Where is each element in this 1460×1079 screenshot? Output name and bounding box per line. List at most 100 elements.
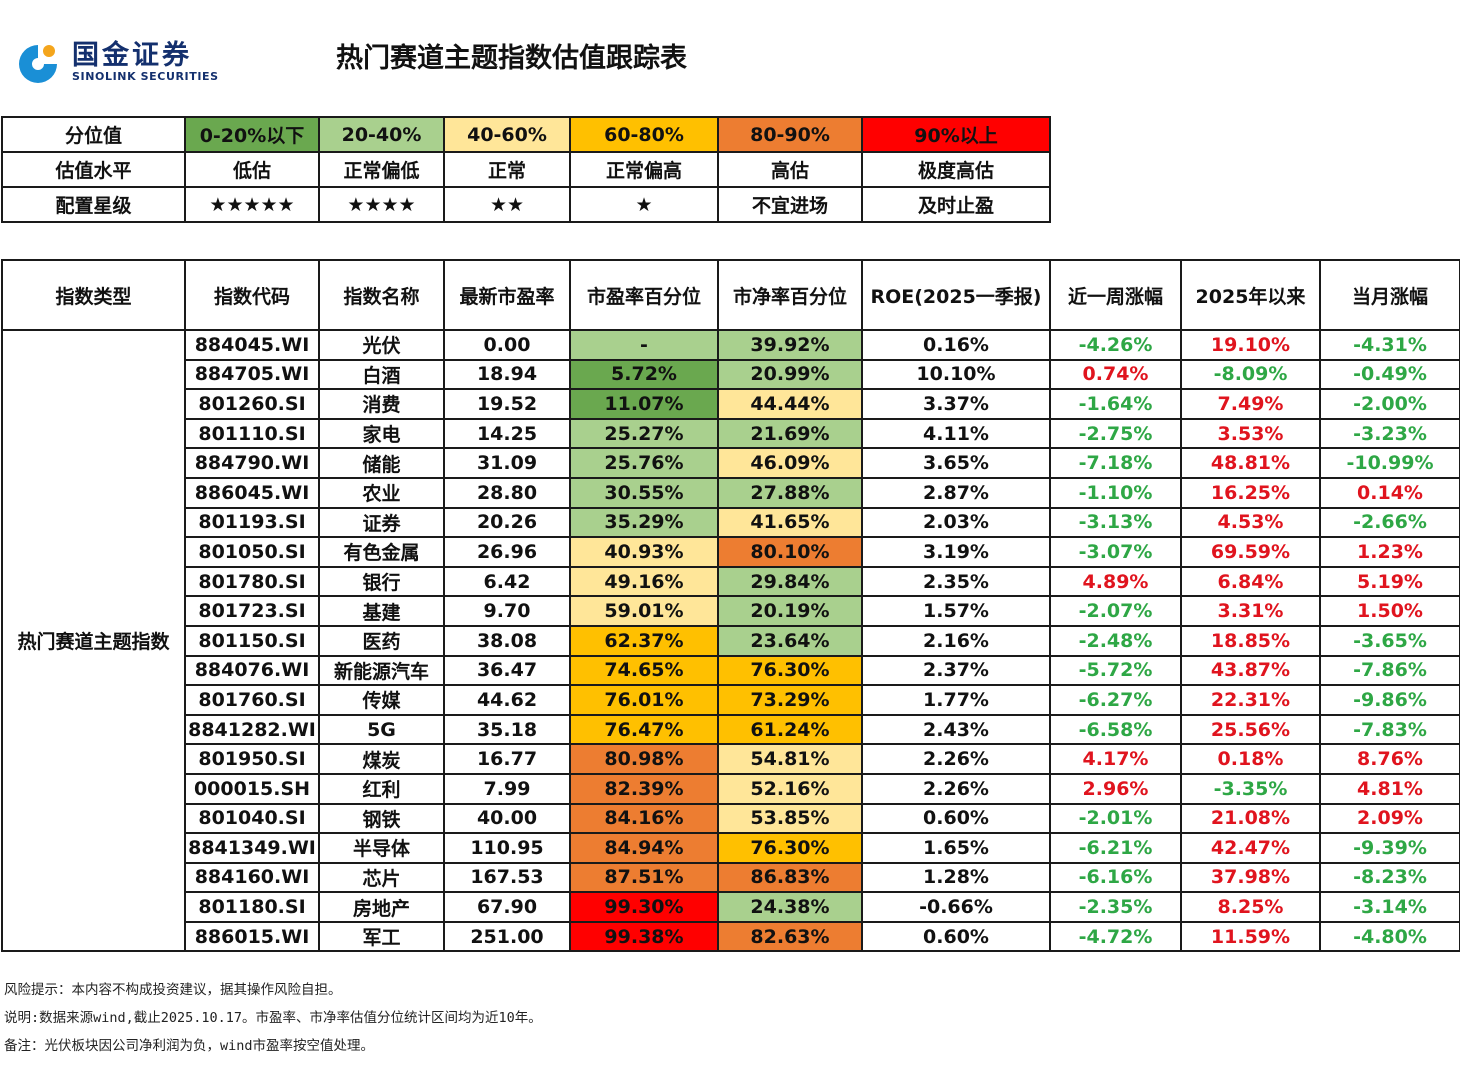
roe-cell: 0.16% [861,329,1051,361]
footnotes: 风险提示：本内容不构成投资建议，据其操作风险自担。 说明:数据来源wind,截止… [4,976,542,1060]
index-name-cell: 有色金属 [318,536,445,568]
index-code-cell: 801050.SI [184,536,320,568]
index-type-cell: 热门赛道主题指数 [1,328,186,953]
index-name-cell: 白酒 [318,358,445,391]
pe-percentile-cell: 84.16% [569,802,719,835]
legend-cell: 60-80% [569,116,719,153]
column-header: 最新市盈率 [443,259,571,331]
month-change-cell: 2.09% [1319,802,1460,835]
pe-cell: 251.00 [443,920,571,953]
legend-cell: 正常 [443,151,571,188]
legend-cell: 90%以上 [861,116,1051,153]
pb-percentile-cell: 86.83% [717,861,863,894]
index-code-cell: 801950.SI [184,743,320,775]
roe-cell: 2.26% [861,772,1051,805]
month-change-cell: -10.99% [1319,447,1460,479]
ytd-change-cell: 4.53% [1180,506,1321,539]
week-change-cell: -2.75% [1049,417,1182,450]
month-change-cell: -3.23% [1319,417,1460,450]
index-code-cell: 884790.WI [184,447,320,479]
roe-cell: 2.87% [861,476,1051,509]
roe-cell: 2.35% [861,565,1051,598]
pe-percentile-cell: 99.38% [569,920,719,953]
week-change-cell: -2.48% [1049,624,1182,657]
pe-cell: 9.70 [443,595,571,627]
month-change-cell: -2.00% [1319,388,1460,420]
ytd-change-cell: 37.98% [1180,861,1321,894]
index-name-cell: 光伏 [318,329,445,361]
pb-percentile-cell: 52.16% [717,772,863,805]
week-change-cell: -6.16% [1049,861,1182,894]
pe-cell: 38.08 [443,624,571,657]
pb-percentile-cell: 24.38% [717,891,863,923]
index-name-cell: 钢铁 [318,802,445,835]
pb-percentile-cell: 39.92% [717,329,863,361]
ytd-change-cell: 3.53% [1180,417,1321,450]
risk-note: 风险提示：本内容不构成投资建议，据其操作风险自担。 [4,982,342,998]
pe-cell: 19.52 [443,388,571,420]
legend-cell: ★★★★★ [184,186,320,223]
roe-cell: 2.16% [861,624,1051,657]
column-header: 市净率百分位 [717,259,863,331]
pb-percentile-cell: 27.88% [717,476,863,509]
pb-percentile-cell: 44.44% [717,388,863,420]
index-name-cell: 医药 [318,624,445,657]
pe-cell: 44.62 [443,684,571,716]
pe-cell: 7.99 [443,772,571,805]
legend-body: 分位值 0-20%以下 20-40% 40-60% 60-80% 80-90% 90%以上估… [1,116,1051,223]
legend-cell: ★★ [443,186,571,223]
pe-cell: 16.77 [443,743,571,775]
week-change-cell: 2.96% [1049,772,1182,805]
legend-row: 分位值 0-20%以下 20-40% 40-60% 60-80% 80-90% 90%以上 [1,116,1051,153]
index-code-cell: 801110.SI [184,417,320,450]
ytd-change-cell: 22.31% [1180,684,1321,716]
column-header: 市盈率百分位 [569,259,719,331]
legend-row-label: 配置星级 [1,186,186,223]
remark-note: 备注：光伏板块因公司净利润为负，wind市盈率按空值处理。 [4,1038,375,1054]
roe-cell: 3.65% [861,447,1051,479]
month-change-cell: 1.50% [1319,595,1460,627]
column-header: 近一周涨幅 [1049,259,1182,331]
month-change-cell: -4.31% [1319,329,1460,361]
ytd-change-cell: 16.25% [1180,476,1321,509]
pb-percentile-cell: 76.30% [717,832,863,864]
index-name-cell: 农业 [318,476,445,509]
roe-cell: 2.26% [861,743,1051,775]
index-code-cell: 884160.WI [184,861,320,894]
source-note: 说明:数据来源wind,截止2025.10.17。市盈率、市净率估值分位统计区间… [4,1010,542,1026]
pe-percentile-cell: 82.39% [569,772,719,805]
table-row: 801040.SI 钢铁 40.00 84.16% 53.85% 0.60% -2.01% 2… [2,802,1460,835]
month-change-cell: -3.14% [1319,891,1460,923]
table-row: 000015.SH 红利 7.99 82.39% 52.16% 2.26% 2.96% -3.… [2,772,1460,805]
table-row: 801950.SI 煤炭 16.77 80.98% 54.81% 2.26% 4.17% 0.… [2,743,1460,775]
pe-percentile-cell: 11.07% [569,388,719,420]
legend-cell: ★ [569,186,719,223]
column-header: 指数名称 [318,259,445,331]
ytd-change-cell: 43.87% [1180,654,1321,687]
pe-percentile-cell: 40.93% [569,536,719,568]
ytd-change-cell: 21.08% [1180,802,1321,835]
ytd-change-cell: 7.49% [1180,388,1321,420]
legend-cell: 及时止盈 [861,186,1051,223]
roe-cell: 0.60% [861,802,1051,835]
month-change-cell: -7.83% [1319,713,1460,746]
ytd-change-cell: -8.09% [1180,358,1321,391]
index-code-cell: 000015.SH [184,772,320,805]
table-row: 884790.WI 储能 31.09 25.76% 46.09% 3.65% -7.18% 4… [2,447,1460,479]
index-code-cell: 801260.SI [184,388,320,420]
table-row: 801760.SI 传媒 44.62 76.01% 73.29% 1.77% -6.27% 2… [2,684,1460,716]
pe-percentile-cell: 74.65% [569,654,719,687]
index-name-cell: 芯片 [318,861,445,894]
legend-cell: 正常偏高 [569,151,719,188]
roe-cell: 3.37% [861,388,1051,420]
index-name-cell: 新能源汽车 [318,654,445,687]
table-row: 801050.SI 有色金属 26.96 40.93% 80.10% 3.19% -3.07… [2,536,1460,568]
ytd-change-cell: 25.56% [1180,713,1321,746]
index-code-cell: 801150.SI [184,624,320,657]
pb-percentile-cell: 80.10% [717,536,863,568]
pe-cell: 167.53 [443,861,571,894]
table-row: 8841282.WI 5G 35.18 76.47% 61.24% 2.43% -6.58%… [2,713,1460,746]
roe-cell: 2.43% [861,713,1051,746]
table-row: 884705.WI 白酒 18.94 5.72% 20.99% 10.10% 0.74% -8… [2,358,1460,391]
pe-percentile-cell: 99.30% [569,891,719,923]
